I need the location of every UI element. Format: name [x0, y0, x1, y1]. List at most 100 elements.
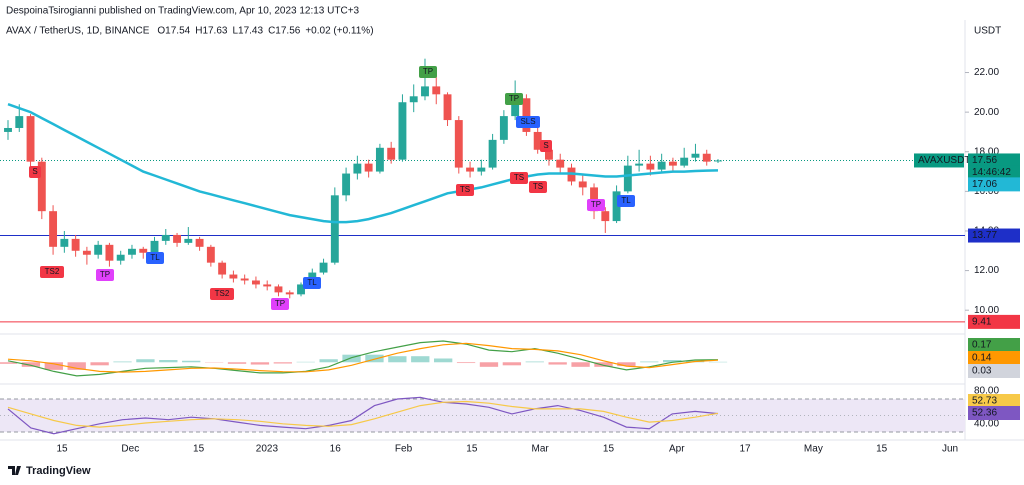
histogram-bar	[388, 356, 407, 363]
x-tick-label: 15	[603, 444, 615, 455]
x-tick-label: Dec	[121, 444, 139, 455]
price-tag-bg	[968, 165, 1020, 180]
y-tick-label: 80.00	[974, 385, 999, 396]
signal-label: TP	[591, 200, 601, 209]
candle-body	[601, 211, 610, 222]
unit-label: USDT	[974, 26, 1001, 37]
indicator-line	[7, 396, 719, 435]
histogram-bar	[365, 354, 384, 363]
candle-body	[477, 167, 486, 172]
signal-label: TL	[150, 253, 160, 262]
ohlc-value: 17.54	[165, 26, 190, 37]
signal-label: TS	[533, 182, 543, 191]
signal-label: TP	[423, 67, 433, 76]
signal-label: S	[543, 141, 548, 150]
x-tick-label: 2023	[256, 444, 279, 455]
candle-body	[646, 163, 655, 170]
candle-body	[545, 149, 553, 160]
candle-body	[161, 234, 170, 241]
histogram-bar	[548, 362, 567, 365]
candle-body	[511, 98, 520, 117]
signal-label: TS2	[215, 289, 230, 298]
candle-body	[466, 167, 475, 172]
tradingview-logo	[8, 466, 21, 475]
ohlc-key: C	[268, 26, 275, 37]
y-tick-label: 20.00	[974, 107, 999, 118]
histogram-bar	[342, 354, 361, 363]
signal-badge	[419, 66, 437, 78]
histogram-bar	[250, 362, 270, 365]
candle-body	[184, 238, 193, 243]
signal-label: TL	[307, 278, 317, 287]
candle-body	[218, 262, 227, 275]
price-tag: 0.17	[972, 340, 992, 351]
histogram-bar	[502, 362, 522, 366]
candle-body	[150, 240, 159, 253]
indicator-line	[7, 400, 719, 428]
histogram-bar	[90, 362, 109, 366]
logo-icon	[8, 466, 21, 475]
signal-badge	[40, 266, 64, 278]
ohlc-value: 17.43	[238, 26, 263, 37]
candle-body	[499, 116, 508, 140]
change: +0.02 (+0.11%)	[305, 26, 373, 37]
candle-body	[680, 157, 689, 166]
candle-body	[297, 284, 305, 295]
candle-body	[240, 278, 249, 281]
candle-body	[139, 248, 148, 253]
histogram-bar	[113, 361, 132, 363]
signal-label: SLS	[520, 117, 535, 126]
histogram-bar	[273, 362, 292, 364]
candle-body	[432, 86, 441, 95]
x-tick-label: Jun	[942, 444, 958, 455]
price-tag: 9.41	[972, 317, 992, 328]
histogram-bar	[434, 358, 453, 363]
price-tag: 17.06	[972, 179, 997, 190]
candle-body	[533, 131, 542, 150]
candle-body	[635, 163, 644, 166]
y-tick-label: 40.00	[974, 418, 999, 429]
candle-body	[443, 94, 452, 121]
signal-badge	[510, 172, 528, 184]
y-tick-label: 18.00	[974, 146, 999, 157]
y-tick-label: 22.00	[974, 67, 999, 78]
price-tag: 17.56	[972, 155, 997, 166]
x-tick-label: 15	[56, 444, 68, 455]
histogram-bar	[411, 356, 430, 363]
publisher-line: DespoinaTsirogianni published on Trading…	[6, 6, 360, 17]
candle-body	[195, 238, 204, 247]
indicator-line	[7, 342, 719, 373]
price-tag: 13.77	[972, 230, 997, 241]
candle-body	[668, 161, 677, 166]
signal-label: TL	[621, 196, 631, 205]
candle-body	[454, 120, 463, 168]
candle-body	[409, 96, 418, 103]
price-tag-bg	[968, 351, 1020, 365]
signal-badge	[516, 116, 540, 128]
histogram-bar	[159, 360, 178, 363]
x-tick-label: 15	[466, 444, 478, 455]
signal-badge	[617, 195, 635, 207]
histogram-bar	[136, 359, 155, 363]
candle-body	[37, 161, 46, 212]
ohlc-value: 17.56	[275, 26, 300, 37]
candle-body	[691, 153, 700, 158]
histogram-bar	[663, 360, 682, 363]
candle-body	[702, 153, 711, 162]
price-tag: 14:46:42	[972, 167, 1011, 178]
candle-body	[26, 116, 35, 162]
candle-body	[398, 102, 407, 160]
brand: TradingView	[26, 465, 91, 477]
signal-badge	[210, 288, 234, 300]
histogram-bar	[182, 360, 201, 363]
candle-body	[251, 280, 260, 285]
candle-body	[522, 98, 531, 132]
price-tag-bg	[968, 228, 1020, 243]
ohlc-key: L	[232, 26, 238, 37]
price-tag: 52.36	[972, 408, 997, 419]
price-tag: 0.14	[972, 353, 992, 364]
candle-body	[173, 234, 181, 243]
price-tag-bg	[968, 177, 1020, 192]
candle-body	[375, 147, 384, 172]
y-tick-label: 16.00	[974, 186, 999, 197]
